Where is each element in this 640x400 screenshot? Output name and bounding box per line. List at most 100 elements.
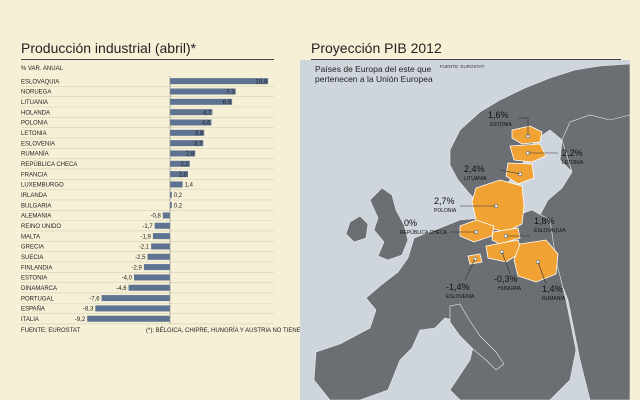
value-label: -2,5	[135, 255, 146, 261]
category-label: ESPAÑA	[21, 306, 45, 313]
value-label: -9,2	[75, 317, 86, 323]
bar-chart: ESLOVAQUIA 10,9 NORUEGA 7,3 LITUANIA 6,9 HOLAN…	[21, 76, 274, 325]
left-title-rule	[21, 59, 274, 60]
lithuania-leader	[499, 169, 521, 175]
value-label: -2,9	[132, 265, 143, 271]
romania-value: 1,4%	[542, 284, 563, 294]
slovakia-value: 1,8%	[534, 216, 555, 226]
map-source: FUENTE: EUROSTAT	[440, 64, 485, 69]
category-label: ESLOVENIA	[21, 141, 55, 147]
bar	[170, 78, 269, 85]
category-label: ESLOVAQUIA	[21, 79, 59, 85]
slovenia-leader	[464, 258, 476, 281]
value-label: 1,4	[185, 183, 194, 189]
category-label: NORUEGA	[21, 90, 51, 96]
bar	[170, 98, 233, 105]
value-label: 6,9	[223, 100, 232, 106]
bar	[170, 140, 204, 147]
bar	[128, 284, 170, 291]
value-label: 3,8	[195, 131, 204, 137]
poland-name: POLONIA	[434, 208, 457, 214]
value-label: 4,6	[202, 121, 211, 127]
bar	[170, 88, 236, 95]
map-subtitle: Países de Europa del este que pertenecen…	[315, 64, 433, 84]
czech-value: 0%	[404, 218, 417, 228]
category-label: ALEMANIA	[21, 214, 51, 220]
bar	[170, 202, 172, 209]
italy-land	[449, 303, 505, 371]
category-label: DINAMARCA	[21, 286, 57, 292]
slovenia-name: ESLOVENIA	[446, 294, 475, 300]
hungary-name: HUNGRÍA	[498, 285, 522, 292]
category-label: IRLANDA	[21, 193, 47, 199]
right-title-rule	[311, 59, 621, 60]
uk-land	[369, 187, 409, 261]
value-label: 2,2	[180, 162, 189, 168]
romania-region	[513, 239, 559, 283]
bar	[101, 295, 170, 302]
value-label: -8,3	[83, 307, 94, 313]
bar	[87, 315, 170, 322]
category-label: REINO UNIDO	[21, 224, 61, 230]
bar	[151, 243, 170, 250]
lithuania-value: 2,4%	[464, 164, 485, 174]
bar	[143, 264, 170, 271]
bar	[154, 222, 170, 229]
value-label: 0,2	[174, 193, 183, 199]
bar	[170, 119, 212, 126]
value-label: -7,6	[89, 296, 100, 302]
value-label: 4,7	[203, 110, 212, 116]
unit-label: % VAR. ANUAL	[21, 66, 63, 72]
estonia-value: 1,6%	[488, 110, 509, 120]
category-label: RUMANÍA	[21, 151, 49, 158]
slovenia-value: -1,4%	[446, 282, 470, 292]
latvia-value: 2,2%	[562, 148, 583, 158]
value-label: -4,6	[116, 286, 127, 292]
value-label: 10,9	[255, 79, 267, 85]
value-label: -4,0	[122, 276, 133, 282]
value-label: -1,7	[142, 224, 153, 230]
romania-name: RUMANÍA	[542, 295, 566, 302]
bar	[170, 191, 172, 198]
latvia-name: LETONIA	[562, 160, 584, 166]
category-label: PORTUGAL	[21, 296, 55, 302]
estonia-leader	[518, 117, 529, 136]
value-label: -0,8	[150, 214, 161, 220]
europe-map: 1,6% ESTONIA 2,2% LETONIA 2,4% LITUANIA …	[300, 60, 630, 400]
bar	[170, 181, 183, 188]
value-label: 2,0	[179, 172, 188, 178]
category-label: GRECIA	[21, 245, 44, 251]
bar-chart-title: Producción industrial (abril)*	[21, 40, 197, 56]
category-label: POLONIA	[21, 121, 48, 127]
category-label: BULGARIA	[21, 203, 51, 209]
category-label: FRANCIA	[21, 172, 47, 178]
category-label: SUECIA	[21, 255, 43, 261]
hungary-leader	[501, 251, 511, 275]
bar-chart-footnote: (*): BÉLGICA, CHIPRE, HUNGRÍA Y AUSTRIA …	[146, 328, 369, 334]
czech-name: REPÚBLICA CHECA	[400, 229, 448, 236]
map-title: Proyección PIB 2012	[311, 40, 442, 56]
category-label: ITALIA	[21, 317, 39, 323]
value-label: 7,3	[226, 90, 235, 96]
ireland-land	[345, 215, 369, 243]
bar	[170, 171, 188, 178]
value-label: 2,8	[186, 152, 195, 158]
value-label: 0,2	[174, 203, 183, 209]
hungary-region	[485, 239, 523, 263]
bar-chart-source: FUENTE: EUROSTAT	[21, 328, 81, 334]
category-label: LUXEMBURGO	[21, 183, 64, 189]
bar	[147, 253, 170, 260]
hungary-value: -0,3%	[494, 274, 518, 284]
bar	[162, 212, 170, 219]
bar	[170, 160, 190, 167]
bar	[95, 305, 170, 312]
category-label: REPÚBLICA CHECA	[21, 161, 77, 168]
bar	[170, 109, 213, 116]
category-label: LITUANIA	[21, 100, 48, 106]
category-label: FINLANDIA	[21, 265, 52, 271]
slovakia-name: ESLOVAQUIA	[534, 228, 567, 234]
value-label: -1,9	[141, 234, 152, 240]
bar	[152, 233, 170, 240]
value-label: -2,1	[139, 245, 150, 251]
lithuania-name: LITUANIA	[464, 176, 487, 182]
